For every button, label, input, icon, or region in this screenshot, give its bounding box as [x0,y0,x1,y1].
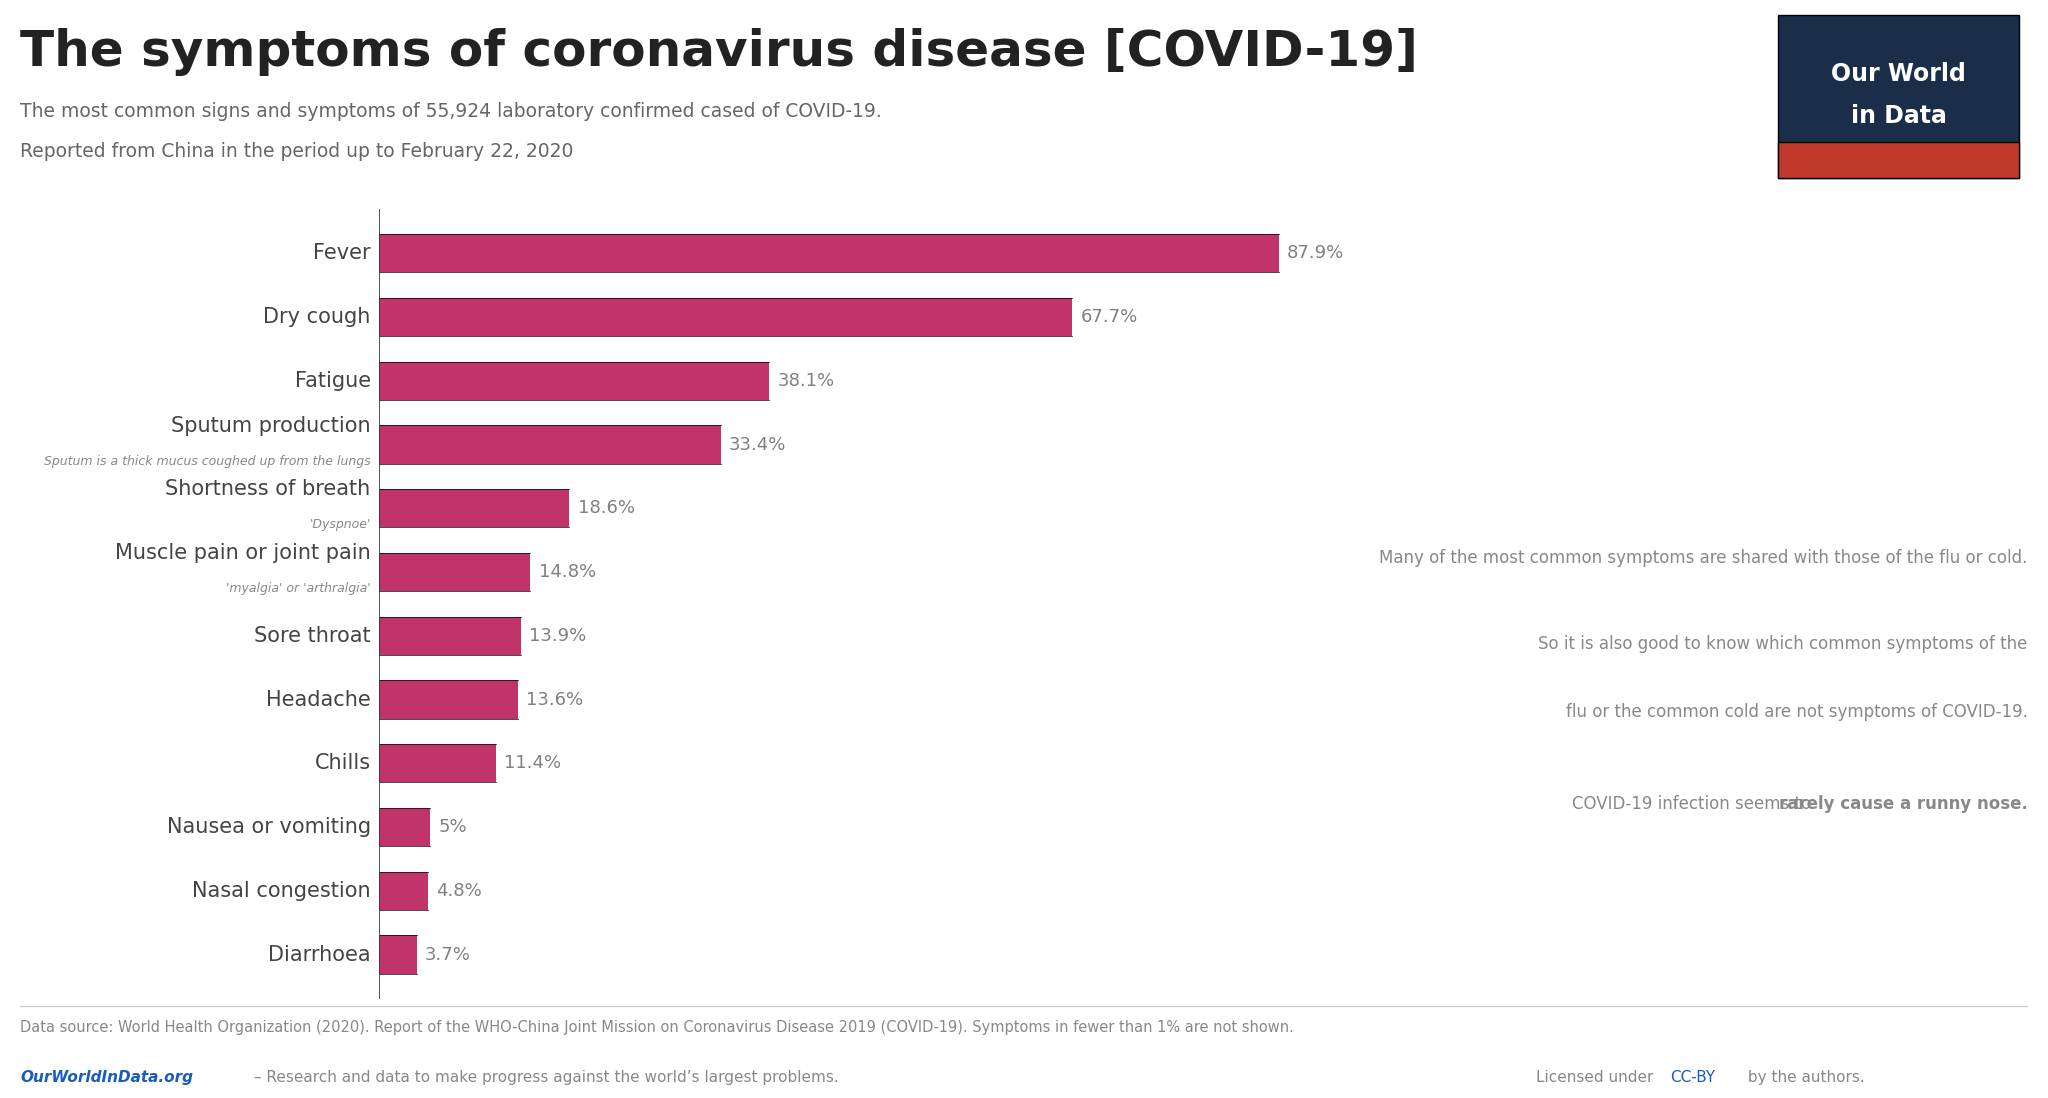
Text: Reported from China in the period up to February 22, 2020: Reported from China in the period up to … [20,142,573,161]
Text: Muscle pain or joint pain: Muscle pain or joint pain [115,544,371,563]
Text: 11.4%: 11.4% [504,754,561,772]
Text: 33.4%: 33.4% [729,436,786,453]
Text: Chills: Chills [315,753,371,773]
Text: – Research and data to make progress against the world’s largest problems.: – Research and data to make progress aga… [250,1069,840,1085]
Text: 4.8%: 4.8% [436,882,481,899]
Bar [379,553,530,591]
Text: 13.9%: 13.9% [528,627,586,645]
Text: 'myalgia' or 'arthralgia': 'myalgia' or 'arthralgia' [225,582,371,595]
Text: Dry cough: Dry cough [264,307,371,327]
Text: 38.1%: 38.1% [778,372,834,390]
Text: 18.6%: 18.6% [578,500,635,517]
Bar [379,361,770,400]
Text: The most common signs and symptoms of 55,924 laboratory confirmed cased of COVID: The most common signs and symptoms of 55… [20,102,883,121]
Text: The symptoms of coronavirus disease [COVID-19]: The symptoms of coronavirus disease [COV… [20,27,1419,76]
Text: CC-BY: CC-BY [1671,1069,1716,1085]
Bar [379,425,721,463]
Text: 14.8%: 14.8% [539,563,596,581]
Text: Nausea or vomiting: Nausea or vomiting [166,817,371,837]
Bar [379,681,518,719]
Text: Nasal congestion: Nasal congestion [193,881,371,900]
Bar [379,808,430,847]
Text: 67.7%: 67.7% [1081,309,1137,326]
FancyBboxPatch shape [1778,142,2019,178]
Text: Licensed under: Licensed under [1536,1069,1659,1085]
Text: by the authors.: by the authors. [1743,1069,1864,1085]
Text: 87.9%: 87.9% [1288,244,1343,262]
Text: OurWorldInData.org: OurWorldInData.org [20,1069,193,1085]
Text: Fever: Fever [313,244,371,264]
Text: Our World: Our World [1831,61,1966,86]
Text: 13.6%: 13.6% [526,691,584,708]
Text: 'Dyspnoe': 'Dyspnoe' [309,518,371,531]
Bar [379,617,520,654]
Text: Sputum production: Sputum production [172,415,371,436]
Bar [379,298,1073,336]
Bar [379,935,418,974]
Bar [379,489,569,527]
Text: Many of the most common symptoms are shared with those of the flu or cold.: Many of the most common symptoms are sha… [1378,549,2028,567]
Bar [379,744,496,783]
Text: So it is also good to know which common symptoms of the: So it is also good to know which common … [1538,635,2028,653]
Text: COVID-19 infection seems to: COVID-19 infection seems to [1573,795,1817,813]
Text: in Data: in Data [1851,104,1946,128]
Text: rarely cause a runny nose.: rarely cause a runny nose. [1778,795,2028,813]
Text: 3.7%: 3.7% [426,945,471,964]
Bar [379,234,1278,272]
Text: Fatigue: Fatigue [295,371,371,391]
Text: flu or the common cold are not symptoms of COVID-19.: flu or the common cold are not symptoms … [1565,703,2028,720]
Text: Diarrhoea: Diarrhoea [268,944,371,964]
Text: Data source: World Health Organization (2020). Report of the WHO-China Joint Mis: Data source: World Health Organization (… [20,1020,1294,1035]
Text: Sore throat: Sore throat [254,626,371,646]
Text: Shortness of breath: Shortness of breath [166,480,371,500]
Bar [379,872,428,910]
FancyBboxPatch shape [1778,15,2019,178]
Text: Headache: Headache [266,690,371,709]
Text: Sputum is a thick mucus coughed up from the lungs: Sputum is a thick mucus coughed up from … [45,455,371,468]
Text: 5%: 5% [438,818,467,836]
